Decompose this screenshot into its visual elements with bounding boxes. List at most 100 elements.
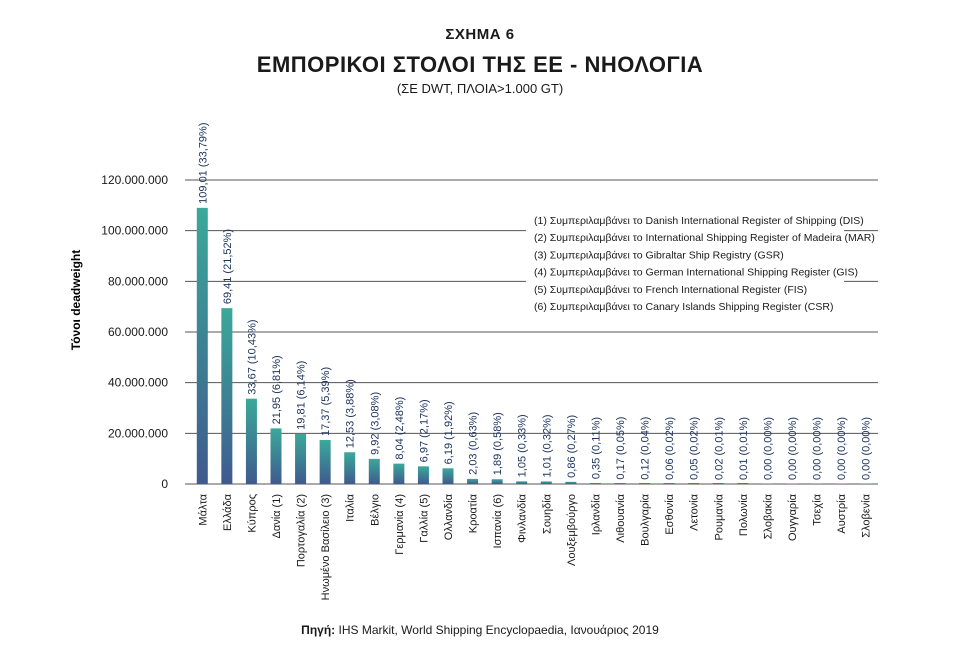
y-tick-label: 40.000.000 [108, 376, 168, 390]
data-label: 1,01 (0,32%) [541, 414, 553, 477]
data-label: 17,37 (5,39%) [320, 367, 332, 436]
data-label: 0,02 (0,01%) [713, 417, 725, 480]
x-tick-label: Λετονία [689, 493, 701, 531]
x-tick-label: Δανία (1) [271, 494, 283, 539]
bar [835, 483, 847, 484]
data-label: 0,86 (0,27%) [566, 415, 578, 478]
annotation-box [526, 210, 844, 322]
bar [712, 483, 724, 484]
bar [491, 479, 503, 484]
data-label: 0,00 (0,00%) [787, 417, 799, 480]
x-tick-label: Ολλανδία [443, 493, 455, 540]
figure-label: ΣΧΗΜΑ 6 [445, 26, 515, 43]
bar [614, 483, 626, 484]
bar [270, 428, 282, 484]
x-tick-label: Ηνωμένο Βασίλειο (3) [320, 494, 332, 600]
data-label: 0,00 (0,00%) [762, 417, 774, 480]
data-label: 69,41 (21,52%) [222, 229, 234, 304]
data-label: 1,89 (0,58%) [492, 412, 504, 475]
data-label: 0,00 (0,00%) [861, 417, 873, 480]
x-tick-label: Σλοβενία [861, 493, 873, 537]
y-tick-label: 20.000.000 [108, 426, 168, 440]
x-tick-label: Σουηδία [541, 493, 553, 534]
bar [344, 452, 356, 484]
y-axis-label: Τόνοι deadweight [69, 250, 83, 350]
data-labels: 109,01 (33,79%) 69,41 (21,52%) 33,67 (10,4… [197, 122, 872, 480]
bar [565, 481, 577, 484]
bar [639, 483, 651, 484]
bar [737, 483, 749, 484]
bars [196, 207, 872, 484]
x-tick-label: Ισπανία (6) [492, 494, 504, 548]
x-tick-label: Βουλγαρία [640, 493, 652, 546]
data-label: 0,35 (0,11%) [590, 417, 602, 479]
data-label: 0,05 (0,02%) [689, 417, 701, 480]
data-label: 19,81 (6,14%) [296, 361, 308, 430]
x-tick-label: Πορτογαλία (2) [296, 494, 308, 567]
x-tick-label: Γαλλία (5) [418, 494, 430, 543]
bar [368, 458, 380, 484]
source-note: Πηγή: IHS Markit, World Shipping Encyclo… [0, 623, 960, 637]
bar [467, 478, 479, 484]
bar [245, 398, 257, 484]
x-tick-label: Κροατία [468, 493, 480, 533]
x-tick-label: Ελλάδα [222, 493, 234, 531]
y-tick-label: 60.000.000 [108, 325, 168, 339]
annotation: (1) Συμπεριλαμβάνει το Danish Internatio… [534, 215, 864, 227]
bar [393, 463, 405, 484]
chart-subtitle: (ΣΕ DWT, ΠΛΟΙΑ>1.000 GT) [396, 81, 564, 96]
annotation: (4) Συμπεριλαμβάνει το German Internatio… [534, 267, 858, 279]
bar [540, 481, 552, 484]
bar [417, 466, 429, 484]
annotation: (3) Συμπεριλαμβάνει το Gibraltar Ship Re… [534, 249, 784, 261]
y-tick-label: 80.000.000 [108, 274, 168, 288]
data-label: 2,03 (0,63%) [468, 412, 480, 475]
bar [442, 468, 454, 484]
x-tick-label: Ρουμανία [713, 493, 725, 540]
bar [860, 483, 872, 484]
x-tick-label: Κύπρος [246, 494, 258, 533]
x-tick-label: Σλοβακία [762, 493, 774, 539]
bar [688, 483, 700, 484]
bar [295, 433, 307, 484]
data-label: 0,00 (0,00%) [836, 417, 848, 480]
y-tick-label: 0 [161, 477, 168, 491]
bar [221, 308, 233, 484]
chart-title: ΕΜΠΟΡΙΚΟΙ ΣΤΟΛΟΙ ΤΗΣ ΕΕ - ΝΗΟΛΟΓΙΑ [256, 52, 704, 77]
y-tick-label: 120.000.000 [101, 173, 168, 187]
x-axis-categories: Μάλτα Ελλάδα Κύπρος Δανία (1) Πορτογαλία (2)… [197, 493, 872, 600]
y-axis-ticks: 0 20.000.000 40.000.000 60.000.000 80.000.00… [101, 173, 168, 491]
annotation: (5) Συμπεριλαμβάνει το French Internatio… [534, 284, 807, 296]
data-label: 0,06 (0,02%) [664, 417, 676, 480]
data-label: 109,01 (33,79%) [197, 122, 209, 203]
data-label: 33,67 (10,43%) [246, 319, 258, 394]
bar [589, 483, 601, 484]
x-tick-label: Τσεχία [812, 493, 824, 525]
data-label: 6,19 (1,92%) [443, 401, 455, 464]
bar [516, 481, 528, 484]
annotations: (1) Συμπεριλαμβάνει το Danish Internatio… [526, 210, 875, 322]
x-tick-label: Λουξεμβούργο [566, 494, 578, 566]
bar [761, 483, 773, 484]
data-label: 21,95 (6,81%) [271, 355, 283, 424]
x-tick-label: Μάλτα [197, 493, 209, 525]
data-label: 0,12 (0,04%) [640, 417, 652, 480]
x-tick-label: Βέλγιο [369, 494, 381, 526]
bar [663, 483, 675, 484]
data-label: 12,53 (3,88%) [345, 379, 357, 448]
annotation: (6) Συμπεριλαμβάνει το Canary Islands Sh… [534, 301, 833, 313]
x-tick-label: Λιθουανία [615, 493, 627, 542]
data-label: 9,92 (3,08%) [369, 392, 381, 455]
source-label: Πηγή: [301, 623, 336, 637]
data-label: 0,17 (0,05%) [615, 417, 627, 480]
x-tick-label: Ουγγαρία [787, 493, 799, 541]
data-label: 6,97 (2,17%) [418, 399, 430, 462]
bar [319, 439, 331, 484]
x-tick-label: Αυστρία [836, 493, 848, 533]
x-tick-label: Πολωνία [738, 493, 750, 536]
data-label: 1,05 (0,33%) [517, 414, 529, 477]
x-tick-label: Γερμανία (4) [394, 494, 406, 555]
source-text: IHS Markit, World Shipping Encyclopaedia… [335, 623, 659, 637]
x-tick-label: Φινλανδία [517, 493, 529, 542]
